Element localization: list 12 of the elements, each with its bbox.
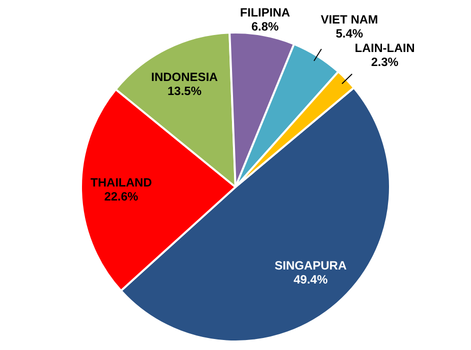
slice-label: SINGAPURA	[274, 258, 347, 272]
data-label: 49.4%	[294, 272, 328, 286]
data-label: 13.5%	[167, 84, 202, 98]
slice-label: LAIN-LAIN	[354, 41, 415, 56]
data-label: 6.8%	[251, 19, 280, 34]
data-label: 2.3%	[371, 55, 399, 70]
data-label: 22.6%	[104, 189, 139, 204]
slice-label: THAILAND	[90, 175, 152, 190]
slice-label: FILIPINA	[240, 5, 290, 20]
data-label: 5.4%	[336, 26, 364, 40]
slice-label: INDONESIA	[151, 70, 218, 84]
slice-label: VIET NAM	[320, 12, 378, 26]
